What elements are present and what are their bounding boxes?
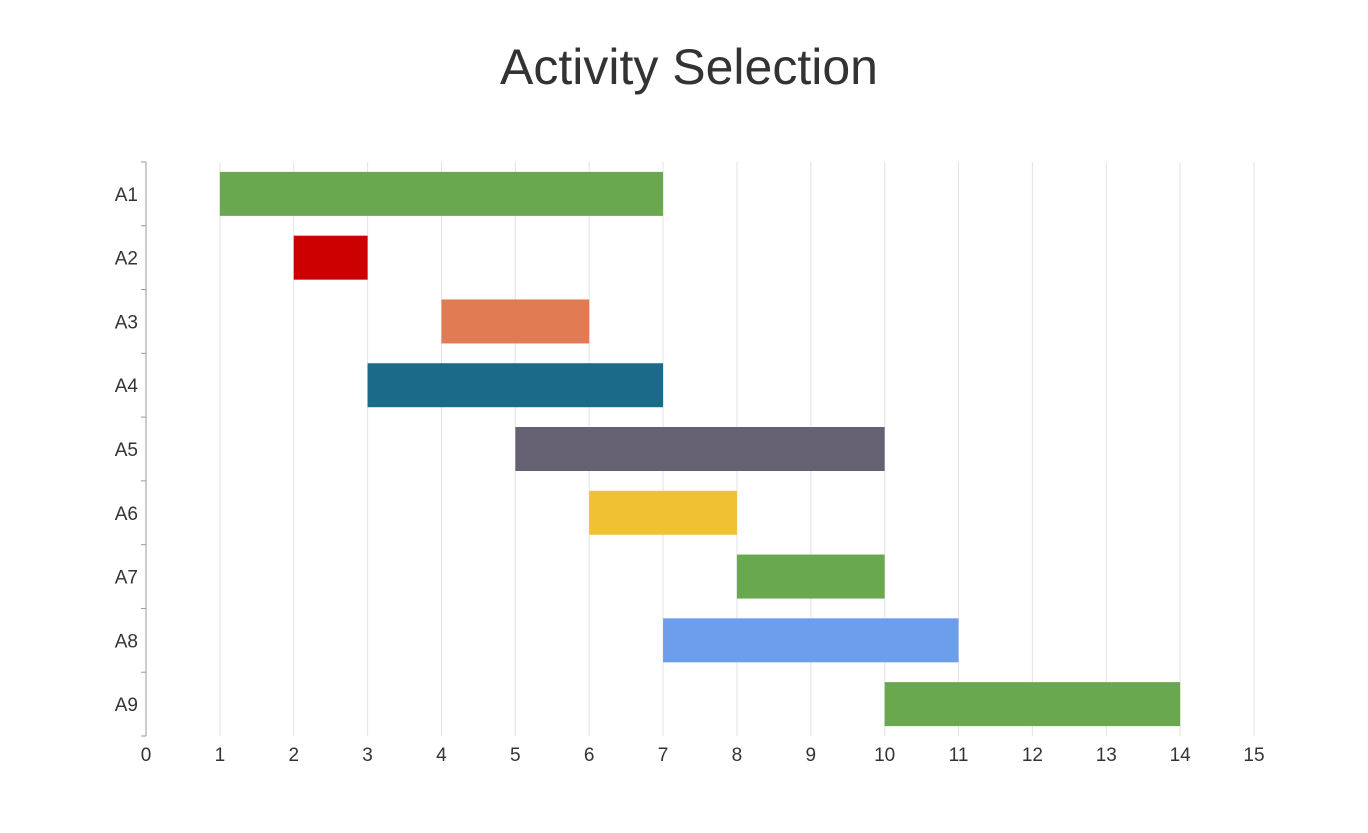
bar-a9 (884, 682, 1181, 727)
x-tick-label: 14 (1170, 745, 1192, 766)
category-label: A4 (115, 376, 139, 397)
x-tick-label: 2 (288, 745, 299, 766)
bar-a7 (736, 554, 885, 599)
x-tick-label: 0 (141, 745, 152, 766)
category-label: A9 (115, 695, 138, 716)
x-tick-label: 4 (436, 745, 447, 766)
x-tick-label: 9 (806, 745, 817, 766)
category-label: A7 (115, 568, 138, 589)
category-label: A3 (115, 312, 138, 333)
x-tick-label: 7 (658, 745, 669, 766)
x-tick-label: 15 (1243, 745, 1264, 766)
bar-a2 (293, 235, 368, 280)
category-label: A2 (115, 249, 138, 270)
x-tick-label: 8 (732, 745, 743, 766)
x-tick-label: 10 (874, 745, 895, 766)
category-labels: A1 A2 A3 A4 A5 A6 A7 A8 A9 (115, 185, 139, 716)
x-tick-label: 1 (215, 745, 226, 766)
bar-a8 (663, 618, 959, 663)
bar-a3 (441, 299, 590, 344)
x-tick-label: 3 (362, 745, 373, 766)
axes (141, 161, 147, 737)
bar-a4 (367, 363, 664, 408)
x-tick-label: 5 (510, 745, 521, 766)
category-label: A5 (115, 440, 138, 461)
category-label: A1 (115, 185, 138, 206)
x-tick-labels: 0 1 2 3 4 5 6 7 8 9 10 11 12 13 14 15 (141, 745, 1265, 766)
chart-title: Activity Selection (500, 39, 878, 95)
bar-a6 (589, 490, 737, 535)
x-tick-label: 12 (1022, 745, 1043, 766)
category-label: A6 (115, 504, 138, 525)
x-tick-label: 13 (1096, 745, 1117, 766)
x-tick-label: 6 (584, 745, 595, 766)
bar-a1 (219, 171, 664, 216)
bars (219, 171, 1181, 727)
category-label: A8 (115, 631, 138, 652)
bar-a5 (515, 427, 885, 471)
x-tick-label: 11 (949, 745, 969, 766)
